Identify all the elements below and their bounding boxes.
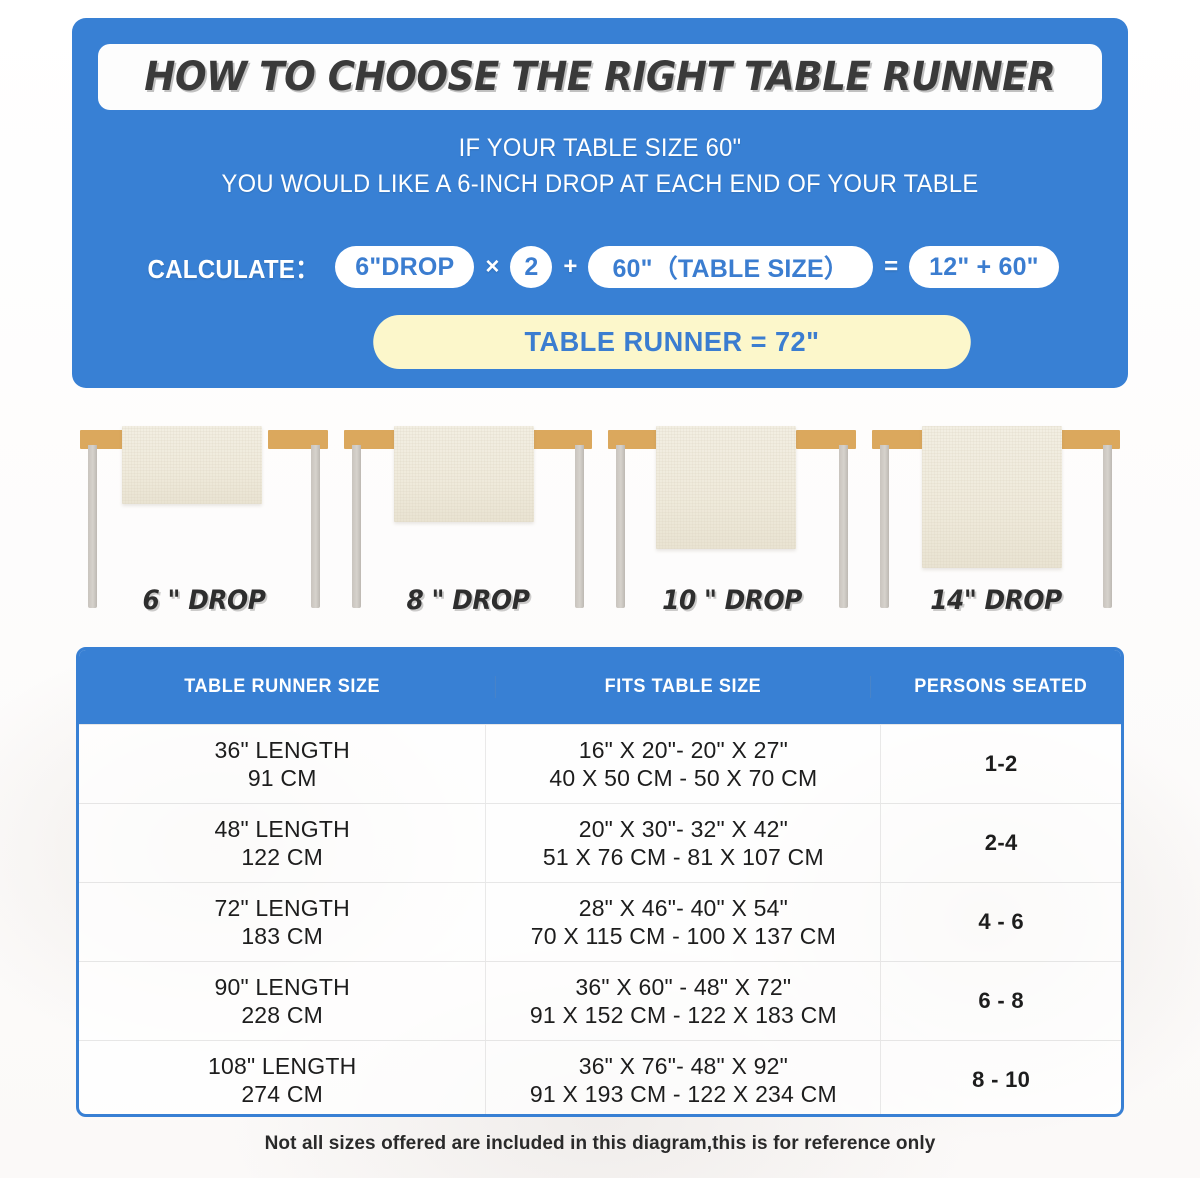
- runner-size-inches: 90" LENGTH: [214, 974, 350, 1000]
- fits-inches: 36" X 76"- 48" X 92": [578, 1053, 788, 1079]
- sum-pill: 12" + 60": [909, 246, 1059, 288]
- table-row: 72" LENGTH 183 CM 28" X 46"- 40" X 54" 7…: [79, 882, 1121, 961]
- count-pill: 2: [510, 246, 553, 288]
- cell-runner-size: 90" LENGTH 228 CM: [79, 962, 485, 1040]
- runner-size-inches: 48" LENGTH: [214, 816, 350, 842]
- cell-fits-table: 16" X 20"- 20" X 27" 40 X 50 CM - 50 X 7…: [485, 725, 882, 803]
- column-header-persons: PERSONS SEATED: [914, 676, 1088, 697]
- fits-cm: 40 X 50 CM - 50 X 70 CM: [549, 765, 818, 791]
- drop-pill: 6"DROP: [335, 246, 475, 288]
- table-row: 36" LENGTH 91 CM 16" X 20"- 20" X 27" 40…: [79, 724, 1121, 803]
- hero-subtitle-line-1: IF YOUR TABLE SIZE 60": [458, 134, 742, 162]
- tabletop-left-segment: [872, 430, 932, 449]
- persons-seated-value: 8 - 10: [972, 1067, 1031, 1092]
- table-leg-left: [88, 445, 97, 608]
- fits-inches: 20" X 30"- 32" X 42": [578, 816, 788, 842]
- cell-persons-seated: 4 - 6: [881, 883, 1121, 961]
- calculate-label: CALCULATE：: [147, 253, 320, 284]
- drop-label: 8 " DROP: [406, 585, 530, 616]
- drop-illustrations: 6 " DROP 8 " DROP 10 " DROP 14" DROP: [72, 412, 1128, 632]
- footnote-text: Not all sizes offered are included in th…: [264, 1133, 936, 1154]
- tabletop-left-segment: [344, 430, 404, 449]
- tabletop-right-segment: [268, 430, 328, 449]
- hero-subtitle-line-2: YOU WOULD LIKE A 6-INCH DROP AT EACH END…: [221, 170, 979, 198]
- size-chart-table: TABLE RUNNER SIZE FITS TABLE SIZE PERSON…: [76, 647, 1124, 1117]
- table-leg-left: [352, 445, 361, 608]
- fits-inches: 28" X 46"- 40" X 54": [578, 895, 788, 921]
- table-runner-cloth: [394, 426, 534, 522]
- equals-operator: =: [884, 253, 899, 280]
- multiply-operator: ×: [485, 253, 500, 280]
- runner-size-cm: 91 CM: [247, 765, 317, 791]
- runner-size-inches: 36" LENGTH: [214, 737, 350, 763]
- table-row: 108" LENGTH 274 CM 36" X 76"- 48" X 92" …: [79, 1040, 1121, 1114]
- column-header-runner-size: TABLE RUNNER SIZE: [184, 676, 381, 697]
- runner-size-cm: 274 CM: [241, 1081, 324, 1107]
- plus-operator: +: [563, 253, 578, 280]
- persons-seated-value: 6 - 8: [978, 988, 1024, 1013]
- tabletop-left-segment: [608, 430, 668, 449]
- cell-fits-table: 28" X 46"- 40" X 54" 70 X 115 CM - 100 X…: [485, 883, 882, 961]
- drop-illustration-8: 8 " DROP: [336, 412, 600, 632]
- fits-cm: 51 X 76 CM - 81 X 107 CM: [542, 844, 824, 870]
- table-leg-right: [1103, 445, 1112, 608]
- persons-seated-value: 4 - 6: [978, 909, 1024, 934]
- table-leg-left: [616, 445, 625, 608]
- table-leg-right: [311, 445, 320, 608]
- column-header-fits-table: FITS TABLE SIZE: [495, 676, 872, 698]
- drop-illustration-6: 6 " DROP: [72, 412, 336, 632]
- cell-runner-size: 36" LENGTH 91 CM: [79, 725, 485, 803]
- table-runner-cloth: [922, 426, 1062, 568]
- table-runner-cloth: [122, 426, 262, 504]
- cell-runner-size: 108" LENGTH 274 CM: [79, 1041, 485, 1114]
- cell-fits-table: 20" X 30"- 32" X 42" 51 X 76 CM - 81 X 1…: [485, 804, 882, 882]
- cell-fits-table: 36" X 60" - 48" X 72" 91 X 152 CM - 122 …: [485, 962, 882, 1040]
- cell-persons-seated: 2-4: [881, 804, 1121, 882]
- drop-label: 10 " DROP: [662, 585, 802, 616]
- table-header-row: TABLE RUNNER SIZE FITS TABLE SIZE PERSON…: [79, 650, 1121, 724]
- drop-illustration-10: 10 " DROP: [600, 412, 864, 632]
- tabletop-right-segment: [1060, 430, 1120, 449]
- fits-inches: 36" X 60" - 48" X 72": [575, 974, 792, 1000]
- drop-label: 6 " DROP: [142, 585, 266, 616]
- fits-cm: 70 X 115 CM - 100 X 137 CM: [530, 923, 836, 949]
- hero-panel: HOW TO CHOOSE THE RIGHT TABLE RUNNER IF …: [72, 18, 1128, 388]
- drop-illustration-14: 14" DROP: [864, 412, 1128, 632]
- calculation-row: CALCULATE： 6"DROP × 2 + 60"（TABLE SIZE） …: [72, 246, 1128, 288]
- fits-cm: 91 X 193 CM - 122 X 234 CM: [529, 1081, 837, 1107]
- persons-seated-value: 2-4: [984, 830, 1018, 855]
- cell-runner-size: 48" LENGTH 122 CM: [79, 804, 485, 882]
- table-leg-right: [839, 445, 848, 608]
- tabletop-right-segment: [532, 430, 592, 449]
- fits-inches: 16" X 20"- 20" X 27": [578, 737, 788, 763]
- fits-cm: 91 X 152 CM - 122 X 183 CM: [529, 1002, 837, 1028]
- table-leg-right: [575, 445, 584, 608]
- runner-size-cm: 183 CM: [241, 923, 324, 949]
- page-title: HOW TO CHOOSE THE RIGHT TABLE RUNNER: [144, 54, 1056, 100]
- cell-persons-seated: 6 - 8: [881, 962, 1121, 1040]
- cell-fits-table: 36" X 76"- 48" X 92" 91 X 193 CM - 122 X…: [485, 1041, 882, 1114]
- persons-seated-value: 1-2: [984, 751, 1018, 776]
- table-row: 90" LENGTH 228 CM 36" X 60" - 48" X 72" …: [79, 961, 1121, 1040]
- drop-label: 14" DROP: [930, 585, 1062, 616]
- runner-size-inches: 108" LENGTH: [207, 1053, 357, 1079]
- runner-size-cm: 122 CM: [241, 844, 324, 870]
- runner-size-inches: 72" LENGTH: [214, 895, 350, 921]
- cell-persons-seated: 1-2: [881, 725, 1121, 803]
- table-row: 48" LENGTH 122 CM 20" X 30"- 32" X 42" 5…: [79, 803, 1121, 882]
- tabletop-right-segment: [796, 430, 856, 449]
- runner-size-cm: 228 CM: [241, 1002, 324, 1028]
- table-leg-left: [880, 445, 889, 608]
- result-pill: TABLE RUNNER = 72": [373, 315, 971, 369]
- table-size-pill: 60"（TABLE SIZE）: [588, 246, 874, 288]
- hero-subtitle: IF YOUR TABLE SIZE 60" YOU WOULD LIKE A …: [98, 130, 1101, 202]
- cell-runner-size: 72" LENGTH 183 CM: [79, 883, 485, 961]
- cell-persons-seated: 8 - 10: [881, 1041, 1121, 1114]
- table-runner-cloth: [656, 426, 796, 549]
- title-plate: HOW TO CHOOSE THE RIGHT TABLE RUNNER: [98, 44, 1102, 110]
